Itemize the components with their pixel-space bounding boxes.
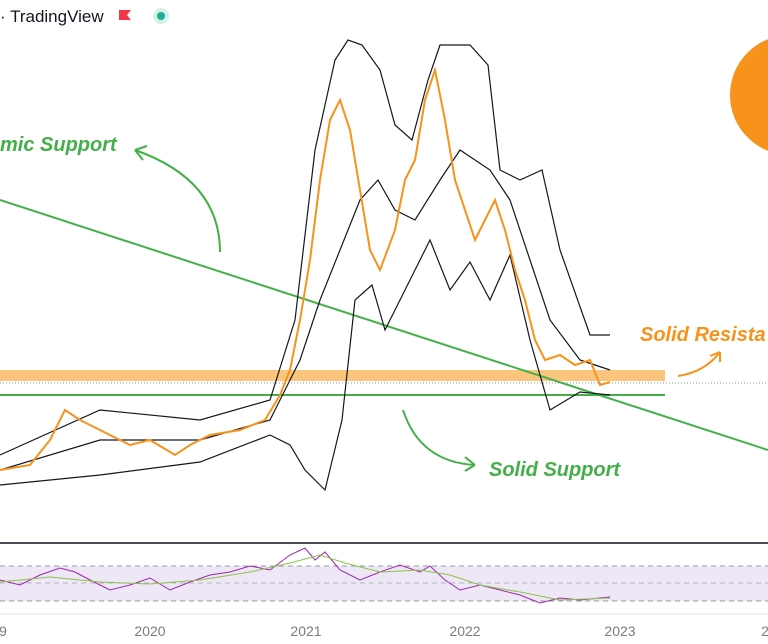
x-tick-label: 2022 (449, 623, 480, 639)
status-dot (157, 12, 165, 20)
arrow-head (134, 145, 148, 161)
price-series (0, 66, 611, 471)
annotation: Solid Resista (640, 324, 766, 346)
flag-icon[interactable] (119, 10, 131, 20)
arrow (402, 409, 476, 466)
upper-band (0, 39, 610, 456)
x-tick-label: 2021 (290, 623, 321, 639)
x-tick-label: 2020 (134, 623, 165, 639)
arrow-head (464, 456, 476, 472)
arrow-head (709, 351, 721, 362)
x-tick-label: 9 (0, 623, 7, 639)
x-tick-label: 2023 (604, 623, 635, 639)
rsi-line (0, 547, 611, 604)
x-tick-label: 2 (761, 623, 768, 639)
brand[interactable]: · TradingView (0, 7, 104, 26)
middle-band (0, 149, 611, 471)
resistance-zone (0, 370, 665, 381)
x-axis: 9 2020 2021 2022 2023 2 (0, 623, 768, 639)
annotation: Solid Support (489, 459, 621, 481)
lower-band (0, 238, 611, 492)
rsi-ma (0, 554, 611, 601)
annotation: mic Support (0, 134, 118, 156)
arrow (677, 351, 721, 377)
arrow (134, 149, 221, 253)
bitcoin-logo (730, 39, 768, 151)
